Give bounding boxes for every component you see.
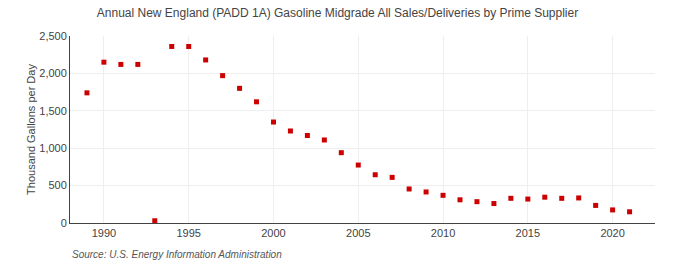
svg-text:2000: 2000 bbox=[261, 227, 285, 239]
svg-text:1,500: 1,500 bbox=[39, 105, 67, 117]
svg-text:500: 500 bbox=[48, 179, 66, 191]
svg-text:2005: 2005 bbox=[346, 227, 370, 239]
svg-text:Thousand Gallons per Day: Thousand Gallons per Day bbox=[25, 64, 37, 195]
svg-text:2,000: 2,000 bbox=[39, 67, 67, 79]
svg-text:1995: 1995 bbox=[176, 227, 200, 239]
svg-text:2,500: 2,500 bbox=[39, 30, 67, 42]
svg-text:1990: 1990 bbox=[92, 227, 116, 239]
svg-text:0: 0 bbox=[61, 217, 67, 229]
svg-text:Annual New England (PADD 1A) G: Annual New England (PADD 1A) Gasoline Mi… bbox=[97, 6, 578, 20]
svg-text:1,000: 1,000 bbox=[39, 142, 67, 154]
svg-text:2010: 2010 bbox=[431, 227, 455, 239]
svg-text:Source: U.S. Energy Informatio: Source: U.S. Energy Information Administ… bbox=[72, 249, 282, 260]
svg-text:2020: 2020 bbox=[600, 227, 624, 239]
svg-text:2015: 2015 bbox=[516, 227, 540, 239]
